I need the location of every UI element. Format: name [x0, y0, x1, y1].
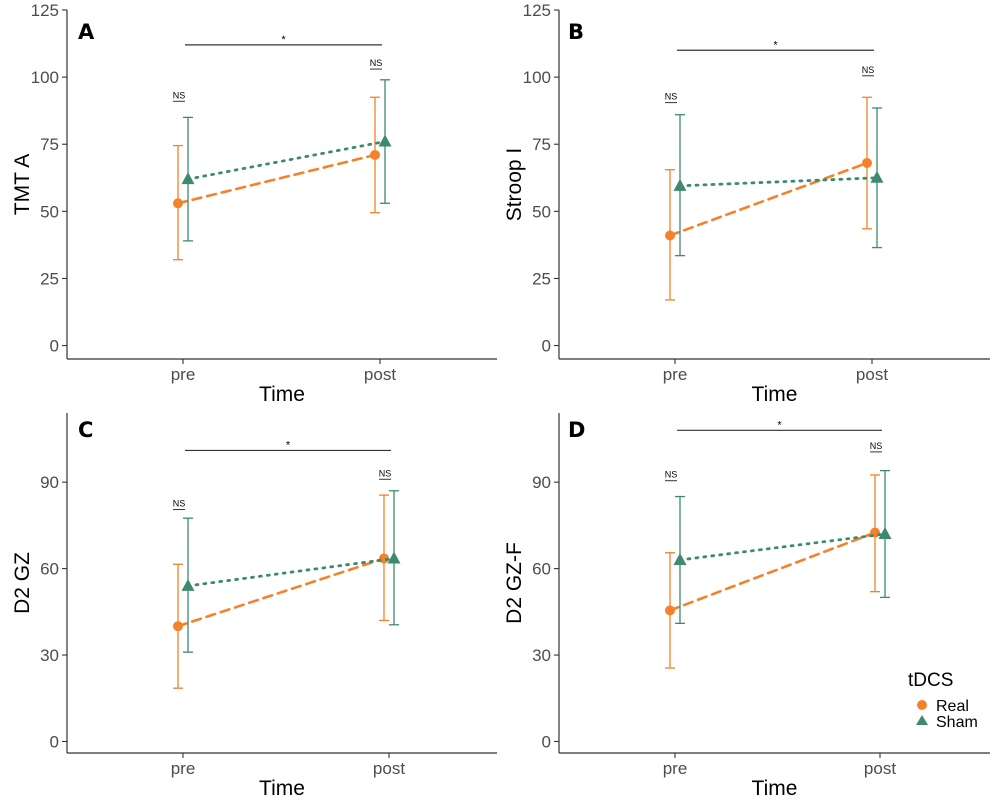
ns-label: NS — [173, 90, 186, 100]
series-line-real — [176, 153, 377, 205]
y-tick-label: 100 — [31, 68, 59, 87]
point-sham — [181, 578, 195, 591]
panel-letter: B — [568, 20, 584, 44]
panel-letter: C — [78, 418, 93, 442]
x-tick-label: pre — [171, 365, 196, 384]
y-tick-label: 125 — [31, 1, 59, 20]
x-axis-title: Time — [259, 777, 305, 800]
y-tick-label: 0 — [50, 732, 59, 751]
x-axis-title: Time — [259, 383, 305, 406]
point-sham — [673, 552, 687, 565]
y-tick-label: 60 — [40, 560, 59, 579]
x-axis-title: Time — [752, 777, 798, 800]
point-real — [665, 605, 675, 616]
point-sham — [870, 170, 884, 183]
point-real — [370, 149, 380, 160]
y-tick-label: 30 — [40, 646, 59, 665]
legend-label-real: Real — [936, 698, 969, 715]
y-axis-title: D2 GZ-F — [503, 542, 526, 624]
x-tick-label: pre — [171, 759, 196, 778]
series-line-real — [668, 161, 869, 237]
panel-letter: A — [78, 20, 95, 44]
y-tick-label: 90 — [532, 473, 551, 492]
point-real — [173, 198, 183, 209]
x-tick-label: pre — [663, 365, 688, 384]
ns-label: NS — [370, 58, 383, 68]
ns-label: NS — [173, 499, 186, 509]
series-line-real — [668, 531, 877, 612]
series-line-sham — [186, 557, 396, 588]
legend-title: tDCS — [908, 670, 953, 691]
y-tick-label: 0 — [542, 732, 551, 751]
legend-marker-real — [917, 700, 927, 710]
y-tick-label: 30 — [532, 646, 551, 665]
ns-label: NS — [379, 468, 392, 478]
point-real — [173, 621, 183, 632]
significance-star: * — [777, 419, 782, 431]
point-sham — [673, 178, 687, 191]
legend-marker-sham — [916, 715, 928, 725]
point-sham — [181, 172, 195, 185]
point-real — [862, 158, 872, 169]
x-tick-label: post — [373, 759, 405, 778]
panel-B: 0 25 50 75 100 125 pre post Time Stroop I B NS NS * — [503, 1, 990, 406]
x-tick-label: post — [864, 759, 896, 778]
series-line-sham — [678, 176, 879, 188]
y-tick-label: 50 — [40, 202, 59, 221]
series-line-sham — [186, 140, 387, 181]
significance-star: * — [773, 39, 778, 51]
point-sham — [378, 134, 392, 147]
ns-label: NS — [870, 441, 883, 451]
y-axis-title: Stroop I — [503, 148, 526, 222]
y-tick-label: 100 — [523, 68, 551, 87]
series-line-sham — [678, 532, 887, 562]
panel-A: 0 25 50 75 100 125 pre post Time TMT A A NS NS * — [11, 1, 497, 406]
y-axis-title: D2 GZ — [11, 552, 34, 614]
ns-label: NS — [665, 92, 678, 102]
point-sham — [878, 527, 892, 540]
ns-label: NS — [665, 470, 678, 480]
x-tick-label: post — [364, 365, 396, 384]
ns-label: NS — [862, 65, 875, 75]
panel-letter: D — [568, 418, 585, 442]
legend-label-sham: Sham — [936, 714, 978, 731]
point-real — [665, 230, 675, 241]
series-line-real — [176, 557, 386, 628]
x-axis-title: Time — [752, 383, 798, 406]
y-tick-label: 25 — [532, 269, 551, 288]
y-tick-label: 0 — [50, 337, 59, 356]
y-tick-label: 25 — [40, 269, 59, 288]
significance-star: * — [286, 439, 291, 451]
y-tick-label: 75 — [40, 135, 59, 154]
panel-D: 0 30 60 90 pre post Time D2 GZ-F D NS NS * — [503, 413, 990, 800]
significance-star: * — [281, 34, 286, 46]
y-tick-label: 50 — [532, 202, 551, 221]
y-tick-label: 0 — [542, 337, 551, 356]
panel-C: 0 30 60 90 pre post Time D2 GZ C NS NS * — [11, 413, 497, 800]
y-tick-label: 75 — [532, 135, 551, 154]
point-sham — [387, 551, 401, 564]
y-tick-label: 125 — [523, 1, 551, 20]
y-tick-label: 60 — [532, 560, 551, 579]
y-axis-title: TMT A — [11, 154, 34, 215]
y-tick-label: 90 — [40, 473, 59, 492]
x-tick-label: post — [856, 365, 888, 384]
x-tick-label: pre — [663, 759, 688, 778]
